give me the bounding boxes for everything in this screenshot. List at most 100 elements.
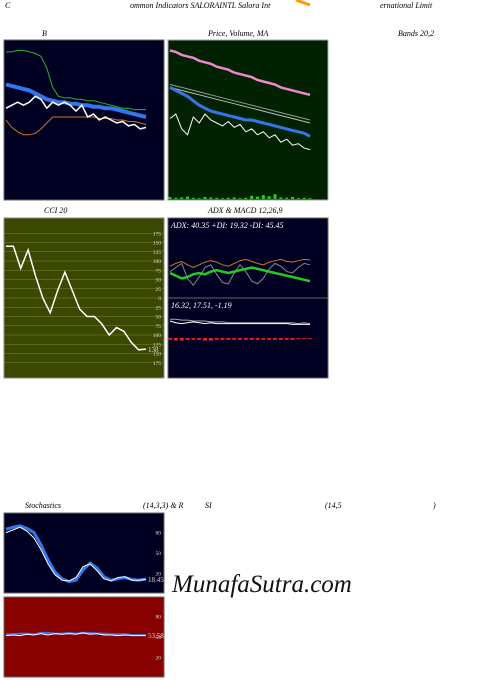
volume-bar (308, 198, 312, 199)
y-tick-label: 175 (153, 231, 162, 237)
histogram-bar (302, 338, 307, 339)
indicator-text: 16.32, 17.51, -1.19 (171, 301, 232, 310)
indicator-line (169, 49, 311, 97)
volume-bar (203, 197, 207, 199)
indicator-line (170, 318, 311, 325)
histogram-bar (214, 338, 219, 340)
indicator-line (169, 258, 311, 269)
header-text: ommon Indicators SALORAINTL Salora Int (130, 1, 271, 10)
header-text: C (5, 1, 11, 10)
indicator-line (5, 95, 147, 130)
indicator-line (169, 320, 310, 325)
volume-bar (191, 197, 195, 199)
y-tick-label: 100 (153, 259, 162, 265)
panel-title: B (42, 29, 47, 38)
histogram-bar (168, 338, 172, 340)
volume-bar (244, 197, 248, 199)
y-tick-label: 50 (156, 635, 162, 641)
volume-bar (285, 197, 289, 199)
y-tick-label: 75 (156, 268, 162, 274)
histogram-bar (226, 338, 231, 340)
y-tick-label: 80 (156, 531, 162, 537)
histogram-bar (238, 338, 242, 340)
y-tick-label: 125 (153, 250, 162, 256)
histogram-bar (261, 338, 266, 340)
volume-bar (174, 197, 178, 199)
histogram-bar (249, 338, 254, 340)
volume-bar (302, 197, 306, 199)
volume-bar (168, 197, 172, 199)
y-tick-label: 20 (156, 655, 162, 661)
decor-streak (295, 0, 311, 7)
volume-bar (279, 197, 283, 199)
indicator-line (169, 86, 311, 124)
indicator-line (5, 82, 147, 119)
volume-bar (273, 194, 277, 199)
y-tick-label: 80 (156, 615, 162, 621)
y-tick-label: 0 (158, 296, 161, 302)
panel-title: Stochastics (25, 501, 61, 510)
histogram-bar (243, 338, 248, 340)
indicator-line (5, 524, 147, 584)
panel-title: Price, Volume, MA (207, 29, 269, 38)
panel (167, 217, 329, 299)
volume-bar (250, 195, 254, 199)
histogram-bar (197, 338, 202, 340)
y-tick-label: 175 (153, 361, 162, 367)
volume-bar (215, 197, 219, 199)
y-tick-label: 150 (153, 352, 162, 358)
volume-bar (186, 196, 189, 199)
y-tick-label: 25 (156, 305, 162, 311)
histogram-bar (267, 338, 272, 340)
volume-bar (221, 198, 224, 199)
indicator-line (169, 113, 311, 151)
indicator-line (5, 526, 147, 582)
histogram-bar (185, 338, 190, 340)
histogram-bar (308, 338, 312, 339)
histogram-bar (179, 338, 184, 341)
y-tick-label: 20 (156, 571, 162, 577)
volume-bar (291, 197, 294, 199)
indicator-line (169, 84, 311, 121)
value-label: 53.58 (148, 632, 164, 640)
value-label: 18.45 (148, 576, 164, 584)
volume-bar (180, 197, 184, 199)
y-tick-label: 100 (153, 333, 162, 339)
volume-bar (296, 198, 300, 199)
histogram-bar (203, 338, 207, 341)
panel-title: Bands 20,2 (398, 29, 434, 38)
indicator-line (169, 262, 311, 287)
histogram-bar (278, 338, 283, 340)
y-tick-label: 50 (156, 278, 162, 284)
y-tick-label: 50 (156, 551, 162, 557)
y-tick-label: 50 (156, 315, 162, 321)
volume-bar (238, 198, 242, 199)
histogram-bar (255, 338, 260, 340)
y-tick-label: 125 (153, 342, 162, 348)
indicator-line (6, 631, 146, 636)
panel-title: CCI 20 (44, 206, 67, 215)
volume-bar (209, 197, 213, 199)
indicator-line (169, 266, 311, 283)
indicator-line (5, 632, 146, 637)
panel-title: ADX & MACD 12,26,9 (207, 206, 282, 215)
indicator-line (6, 49, 146, 111)
volume-bar (267, 196, 271, 199)
panel-title: (14,5 (325, 501, 342, 510)
histogram-bar (273, 338, 277, 340)
panel (3, 596, 165, 678)
indicator-text: ADX: 40.35 +DI: 19.32 -DI: 45.45 (170, 221, 284, 230)
histogram-bar (220, 338, 225, 340)
panel (3, 39, 165, 201)
histogram-bar (232, 338, 237, 340)
histogram-bar (284, 338, 289, 340)
panel-title: SI (205, 501, 212, 510)
y-tick-label: 75 (156, 324, 162, 330)
volume-bar (197, 198, 201, 199)
volume-bar (226, 197, 230, 199)
y-tick-label: 150 (153, 241, 162, 247)
indicator-line (169, 86, 311, 138)
volume-bar (261, 195, 265, 199)
histogram-bar (173, 338, 178, 341)
histogram-bar (208, 338, 213, 341)
